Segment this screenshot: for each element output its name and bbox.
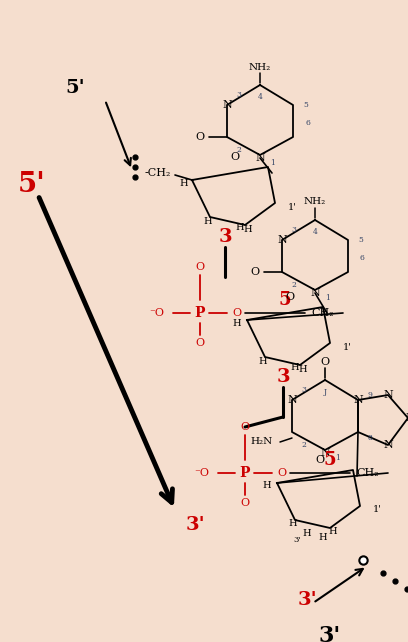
Text: J: J <box>324 388 326 396</box>
Text: 6: 6 <box>360 254 365 262</box>
Text: O: O <box>286 292 295 302</box>
Text: P: P <box>240 466 250 480</box>
Text: P: P <box>195 306 205 320</box>
Text: O: O <box>195 132 204 142</box>
Text: O: O <box>277 468 286 478</box>
Text: 5: 5 <box>279 291 291 309</box>
Text: H: H <box>319 534 327 542</box>
Text: N: N <box>383 440 393 450</box>
Text: 3': 3' <box>297 591 317 609</box>
Text: 2: 2 <box>292 281 297 289</box>
Text: N: N <box>320 448 330 458</box>
Text: 2: 2 <box>237 146 242 154</box>
Text: H: H <box>233 318 241 327</box>
Text: ⁻O: ⁻O <box>195 468 209 478</box>
Text: O: O <box>195 262 204 272</box>
Text: 1: 1 <box>335 454 340 462</box>
Text: O: O <box>195 338 204 348</box>
Text: 5': 5' <box>18 171 46 198</box>
Text: 4: 4 <box>257 93 262 101</box>
Text: O: O <box>251 267 259 277</box>
Text: H: H <box>244 225 252 234</box>
Text: 3: 3 <box>276 368 290 386</box>
Text: H: H <box>303 528 311 537</box>
Text: N: N <box>353 395 363 405</box>
Text: O: O <box>315 455 324 465</box>
Text: 3: 3 <box>302 386 306 394</box>
Text: N: N <box>287 395 297 405</box>
Text: 1: 1 <box>326 294 330 302</box>
Text: CH₂: CH₂ <box>357 468 379 478</box>
Text: O: O <box>240 422 250 432</box>
Text: NH₂: NH₂ <box>304 198 326 207</box>
Text: 3': 3' <box>319 625 341 642</box>
Text: O: O <box>233 308 242 318</box>
Text: N: N <box>255 153 265 163</box>
Text: H: H <box>259 356 267 365</box>
Text: O: O <box>231 152 239 162</box>
Text: 4: 4 <box>313 228 317 236</box>
Text: H: H <box>236 223 244 232</box>
Text: 5: 5 <box>303 101 308 109</box>
Text: H: H <box>262 482 271 490</box>
Text: H: H <box>289 519 297 528</box>
Text: CH₂: CH₂ <box>312 308 334 318</box>
Text: H: H <box>329 528 337 537</box>
Text: N: N <box>405 413 408 423</box>
Text: ⁻O: ⁻O <box>149 308 164 318</box>
Text: 1': 1' <box>373 505 382 514</box>
Text: H₂N: H₂N <box>251 437 273 446</box>
Text: 3: 3 <box>218 228 232 246</box>
Text: 8: 8 <box>368 434 373 442</box>
Text: NH₂: NH₂ <box>249 62 271 71</box>
Text: 1: 1 <box>271 159 275 167</box>
Text: 6: 6 <box>305 119 310 127</box>
Text: -CH₂: -CH₂ <box>145 168 171 178</box>
Text: 3: 3 <box>237 91 242 99</box>
Text: H: H <box>299 365 307 374</box>
Text: 3': 3' <box>185 516 205 534</box>
Text: H: H <box>290 363 299 372</box>
Text: 2: 2 <box>302 441 306 449</box>
Text: N: N <box>277 235 287 245</box>
Text: O: O <box>240 498 250 508</box>
Text: 9: 9 <box>368 391 373 399</box>
Text: H: H <box>204 216 212 225</box>
Text: 5: 5 <box>324 451 336 469</box>
Text: 3: 3 <box>291 226 297 234</box>
Text: 1': 1' <box>343 342 352 352</box>
Text: 1': 1' <box>288 202 297 211</box>
Text: 3': 3' <box>293 536 301 544</box>
Text: N: N <box>222 100 232 110</box>
Text: H: H <box>180 178 188 187</box>
Text: O: O <box>320 357 330 367</box>
Text: N: N <box>310 288 320 298</box>
Text: N: N <box>383 390 393 400</box>
Text: 5': 5' <box>65 79 85 97</box>
Text: 5: 5 <box>358 236 363 244</box>
